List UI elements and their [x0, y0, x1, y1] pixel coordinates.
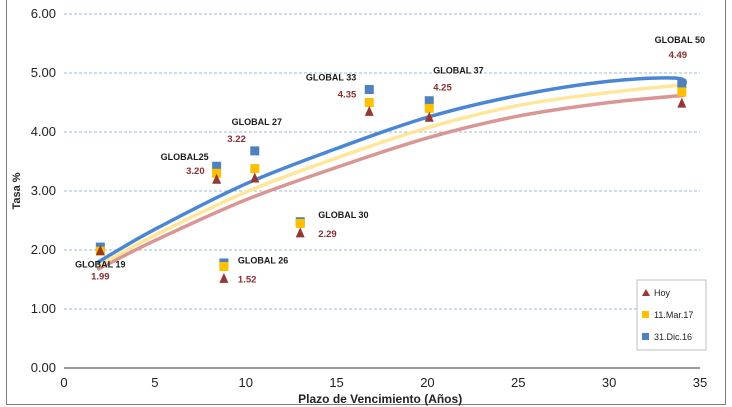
- point-label-name: GLOBAL 37: [433, 65, 483, 75]
- point-label-name: GLOBAL 50: [655, 35, 705, 45]
- point-label-name: GLOBAL 30: [318, 210, 368, 220]
- point-label-value: 4.35: [338, 89, 357, 100]
- data-point-31-dic-16: [250, 146, 260, 156]
- legend-label: 31.Dic.16: [654, 332, 692, 342]
- x-axis-title: Plazo de Vencimiento (Años): [298, 392, 462, 406]
- data-point-31-dic-16: [212, 161, 222, 171]
- data-point-31-dic-16: [424, 96, 434, 106]
- x-tick-label: 25: [511, 375, 525, 390]
- point-label-name: GLOBAL25: [161, 152, 209, 162]
- legend-label: 11.Mar.17: [654, 310, 693, 320]
- data-point-hoy: [424, 111, 434, 122]
- point-label-name: GLOBAL 26: [238, 255, 288, 265]
- point-label-value: 3.20: [186, 166, 205, 177]
- y-tick-label: 2.00: [31, 242, 56, 257]
- data-point-hoy: [212, 173, 222, 184]
- data-point-11-mar-17: [212, 168, 222, 178]
- data-point-11-mar-17: [677, 87, 687, 97]
- data-point-11-mar-17: [295, 218, 305, 228]
- data-point-hoy: [250, 172, 260, 183]
- x-tick-label: 0: [60, 375, 67, 390]
- data-point-11-mar-17: [219, 262, 229, 272]
- point-label-value: 1.99: [91, 272, 110, 283]
- x-tick-label: 15: [329, 375, 343, 390]
- trendline-hoy: [96, 93, 686, 271]
- x-tick-label: 20: [420, 375, 434, 390]
- legend-marker-31-dic-16: [642, 333, 649, 340]
- x-tick-label: 10: [238, 375, 252, 390]
- legend-label: Hoy: [654, 288, 671, 298]
- x-tick-label: 30: [602, 375, 616, 390]
- y-axis-title: Tasa %: [11, 172, 23, 209]
- data-point-31-dic-16: [364, 85, 374, 95]
- data-point-hoy: [95, 245, 105, 256]
- trendline-31-dic-16: [96, 76, 687, 264]
- y-tick-label: 5.00: [31, 65, 56, 80]
- data-point-hoy: [295, 227, 305, 238]
- y-tick-label: 0.00: [31, 360, 56, 375]
- point-label-name: GLOBAL 33: [306, 72, 356, 82]
- trendline-11-mar-17: [96, 83, 686, 268]
- x-tick-label: 35: [693, 375, 707, 390]
- point-label-value: 3.22: [227, 134, 246, 145]
- data-point-11-mar-17: [364, 98, 374, 107]
- point-label-value: 2.29: [318, 229, 337, 240]
- y-tick-label: 3.00: [31, 183, 56, 198]
- y-tick-label: 6.00: [31, 6, 56, 21]
- point-label-value: 4.25: [433, 82, 452, 93]
- x-tick-label: 5: [151, 375, 158, 390]
- data-point-11-mar-17: [250, 164, 260, 174]
- legend-marker-hoy: [642, 289, 650, 296]
- y-tick-label: 4.00: [31, 124, 56, 139]
- point-label-value: 4.49: [669, 50, 688, 61]
- legend-marker-11-mar-17: [642, 311, 649, 318]
- y-tick-label: 1.00: [31, 301, 56, 316]
- data-point-11-mar-17: [424, 103, 434, 113]
- chart-frame: [6, 0, 726, 405]
- data-point-hoy: [219, 272, 229, 283]
- point-label-name: GLOBAL 27: [232, 117, 282, 127]
- point-label-value: 1.52: [238, 274, 257, 285]
- data-point-hoy: [677, 97, 687, 108]
- point-label-name: GLOBAL 19: [75, 260, 125, 270]
- data-point-hoy: [364, 105, 374, 116]
- data-point-31-dic-16: [677, 79, 687, 89]
